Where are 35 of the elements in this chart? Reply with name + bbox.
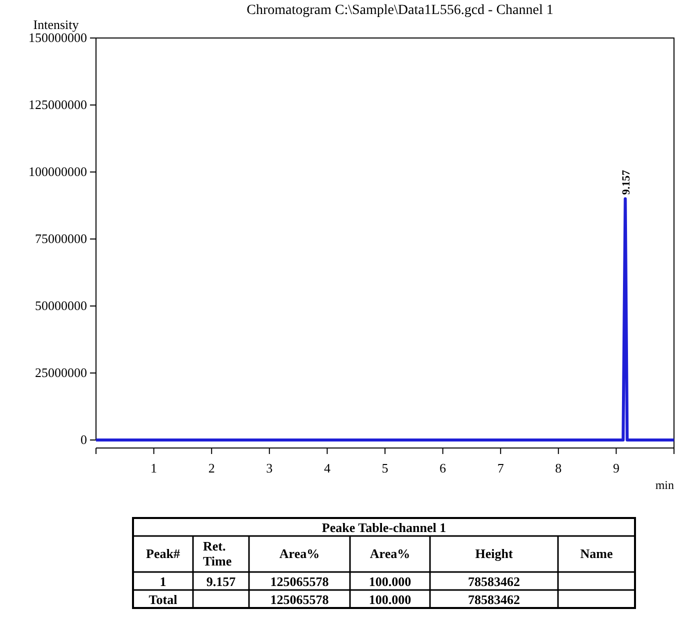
text: 125065578 <box>270 574 329 589</box>
x-tick-label: 4 <box>324 460 331 476</box>
category-label: Ret. Time <box>203 538 232 568</box>
y-tick-label: 25000000 <box>35 365 87 380</box>
text: 78583462 <box>468 574 520 589</box>
text: 78583462 <box>468 592 520 607</box>
text: Total <box>148 592 178 607</box>
annotation: 9.157 <box>620 170 632 195</box>
category-label: Peak# <box>146 546 180 561</box>
y-tick-label: 50000000 <box>35 298 87 314</box>
y-tick-label: 125000000 <box>28 97 87 112</box>
chart-title: Chromatogram C:\Sample\Data1L556.gcd - Channel 1 <box>246 3 554 18</box>
category-label: Area% <box>370 546 410 561</box>
x-axis-title: min <box>655 478 674 492</box>
y-tick-label: 100000000 <box>28 164 87 180</box>
x-tick-label: 3 <box>266 460 273 476</box>
x-tick-label: 1 <box>150 460 158 476</box>
x-tick-label: 9 <box>612 460 620 476</box>
y-tick-label: 75000000 <box>35 231 87 246</box>
text: 100.000 <box>368 574 412 589</box>
x-tick-label: 8 <box>555 460 562 476</box>
y-axis-title: Intensity <box>33 17 80 32</box>
text: 9.157 <box>206 574 236 589</box>
text: Peake Table-channel 1 <box>322 520 446 535</box>
y-tick-label: 0 <box>80 432 87 448</box>
x-tick-label: 7 <box>497 460 504 476</box>
x-tick-label: 2 <box>208 460 215 476</box>
category-label: Height <box>475 546 514 561</box>
text: 100.000 <box>368 592 412 607</box>
category-label: Area% <box>279 546 320 561</box>
x-tick-label: 5 <box>382 460 388 476</box>
text: 125065578 <box>270 592 329 607</box>
category-label: Name <box>580 546 613 561</box>
x-tick-label: 6 <box>440 460 447 476</box>
text: 1 <box>160 574 166 589</box>
